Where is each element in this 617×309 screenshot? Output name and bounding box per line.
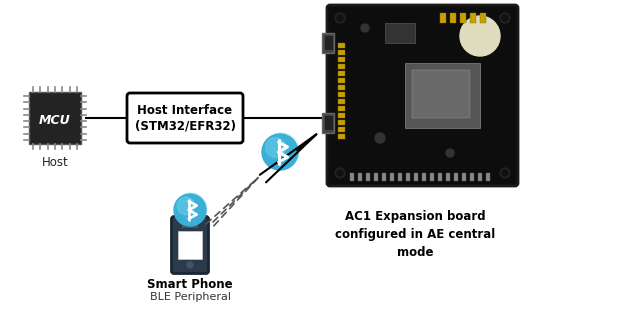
FancyBboxPatch shape [450, 13, 456, 23]
FancyBboxPatch shape [322, 113, 334, 133]
FancyBboxPatch shape [338, 57, 345, 62]
FancyBboxPatch shape [182, 224, 198, 228]
FancyBboxPatch shape [338, 50, 345, 55]
FancyBboxPatch shape [338, 85, 345, 90]
FancyBboxPatch shape [358, 173, 362, 181]
Circle shape [337, 15, 343, 21]
FancyBboxPatch shape [350, 173, 354, 181]
FancyBboxPatch shape [422, 173, 426, 181]
FancyBboxPatch shape [338, 78, 345, 83]
FancyBboxPatch shape [178, 231, 202, 259]
Circle shape [262, 134, 298, 170]
FancyBboxPatch shape [325, 116, 333, 130]
FancyBboxPatch shape [390, 173, 394, 181]
Text: MCU: MCU [39, 115, 71, 128]
Text: Smart Phone: Smart Phone [147, 278, 233, 291]
FancyBboxPatch shape [338, 127, 345, 132]
Circle shape [460, 16, 500, 56]
FancyBboxPatch shape [338, 106, 345, 111]
FancyBboxPatch shape [478, 173, 482, 181]
FancyBboxPatch shape [338, 43, 345, 48]
Circle shape [361, 24, 369, 32]
FancyBboxPatch shape [338, 71, 345, 76]
FancyBboxPatch shape [322, 33, 334, 53]
Circle shape [446, 149, 454, 157]
FancyBboxPatch shape [382, 173, 386, 181]
FancyBboxPatch shape [29, 92, 81, 144]
FancyBboxPatch shape [338, 99, 345, 104]
Text: Host Interface: Host Interface [138, 104, 233, 117]
FancyBboxPatch shape [446, 173, 450, 181]
Text: (STM32/EFR32): (STM32/EFR32) [135, 120, 236, 133]
FancyBboxPatch shape [338, 134, 345, 139]
Circle shape [375, 133, 385, 143]
Circle shape [174, 194, 206, 226]
FancyBboxPatch shape [440, 13, 446, 23]
FancyBboxPatch shape [462, 173, 466, 181]
FancyBboxPatch shape [460, 13, 466, 23]
FancyBboxPatch shape [327, 5, 518, 186]
FancyBboxPatch shape [480, 13, 486, 23]
FancyBboxPatch shape [325, 36, 333, 50]
FancyBboxPatch shape [406, 173, 410, 181]
FancyBboxPatch shape [470, 173, 474, 181]
Circle shape [337, 170, 343, 176]
FancyBboxPatch shape [398, 173, 402, 181]
Circle shape [500, 168, 510, 178]
FancyBboxPatch shape [338, 92, 345, 97]
FancyBboxPatch shape [127, 93, 243, 143]
Circle shape [175, 193, 207, 225]
Circle shape [502, 170, 508, 176]
FancyBboxPatch shape [385, 23, 415, 43]
FancyBboxPatch shape [454, 173, 458, 181]
FancyBboxPatch shape [414, 173, 418, 181]
FancyBboxPatch shape [412, 70, 470, 118]
Circle shape [177, 197, 195, 215]
FancyBboxPatch shape [366, 173, 370, 181]
FancyBboxPatch shape [338, 120, 345, 125]
FancyBboxPatch shape [470, 13, 476, 23]
Circle shape [335, 13, 345, 23]
FancyBboxPatch shape [486, 173, 490, 181]
FancyBboxPatch shape [430, 173, 434, 181]
Circle shape [500, 13, 510, 23]
FancyBboxPatch shape [338, 113, 345, 118]
FancyBboxPatch shape [172, 217, 209, 273]
FancyBboxPatch shape [338, 64, 345, 69]
FancyBboxPatch shape [374, 173, 378, 181]
Text: AC1 Expansion board
configured in AE central
mode: AC1 Expansion board configured in AE cen… [335, 210, 495, 259]
Circle shape [187, 262, 193, 268]
Text: BLE Peripheral: BLE Peripheral [149, 292, 231, 302]
Circle shape [502, 15, 508, 21]
Circle shape [335, 168, 345, 178]
Circle shape [265, 138, 286, 157]
Text: Host: Host [41, 155, 68, 168]
Circle shape [263, 133, 299, 169]
FancyBboxPatch shape [438, 173, 442, 181]
FancyBboxPatch shape [405, 63, 480, 128]
